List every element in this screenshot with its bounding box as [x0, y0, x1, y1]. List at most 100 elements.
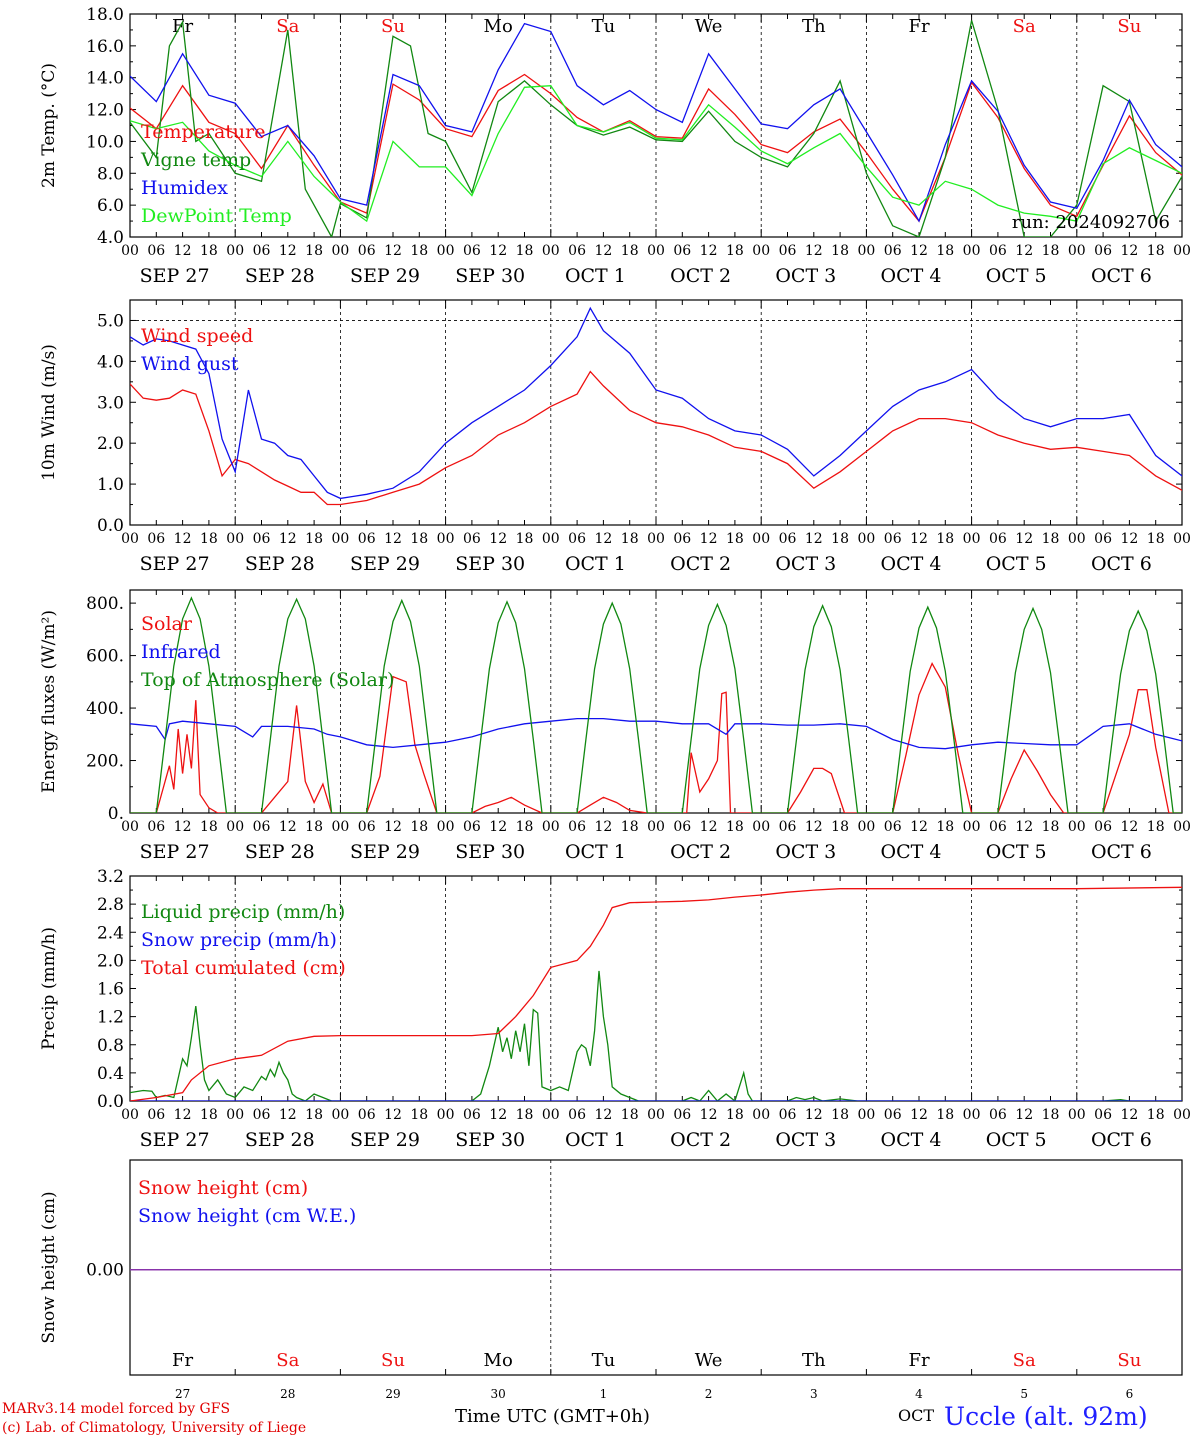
- hour-label: 12: [1120, 819, 1138, 835]
- series-line-liquid-precip-mm-h-: [130, 970, 1182, 1101]
- hour-label: 18: [305, 531, 323, 547]
- hour-label: 06: [673, 1107, 691, 1123]
- day-name: Su: [1117, 16, 1141, 37]
- hour-label: 18: [1042, 1107, 1060, 1123]
- plot-frame: [129, 299, 1183, 526]
- date-label: OCT 3: [775, 265, 836, 287]
- day-name: Tu: [592, 16, 616, 37]
- date-label: OCT 2: [670, 1129, 731, 1151]
- day-name: Tu: [592, 1350, 616, 1371]
- hour-label: 12: [594, 531, 612, 547]
- hour-label: 06: [147, 531, 165, 547]
- y-tick-label: 800.: [86, 594, 124, 614]
- y-tick-label: 12.0: [86, 101, 124, 121]
- hour-label: 18: [200, 819, 218, 835]
- hour-label: 12: [910, 1107, 928, 1123]
- day-name: Fr: [908, 16, 929, 37]
- y-tick-label: 16.0: [86, 37, 124, 57]
- y-tick-label: 2.0: [97, 951, 124, 971]
- hour-label: 06: [253, 243, 271, 259]
- hour-label: 06: [779, 1107, 797, 1123]
- date-label: SEP 30: [455, 1129, 525, 1151]
- hour-label: 00: [437, 819, 455, 835]
- day-number: 5: [1020, 1387, 1028, 1401]
- hour-label: 12: [594, 819, 612, 835]
- hour-label: 06: [1094, 243, 1112, 259]
- hour-label: 12: [489, 819, 507, 835]
- hour-label: 00: [542, 1107, 560, 1123]
- hour-label: 12: [700, 531, 718, 547]
- hour-label: 18: [726, 1107, 744, 1123]
- panel-wind: 0.0 1.0 2.0 3.0 4.0 5.0 10m Wind (m/s) 00 06 12 18…: [39, 299, 1191, 575]
- hour-label: 06: [358, 531, 376, 547]
- y-tick-label: 1.6: [97, 980, 124, 1000]
- hour-label: 12: [1120, 531, 1138, 547]
- date-label: OCT 5: [986, 841, 1047, 863]
- hour-label: 00: [331, 243, 349, 259]
- hour-label: 18: [831, 531, 849, 547]
- day-name: Fr: [908, 1350, 929, 1371]
- date-label: SEP 28: [245, 1129, 315, 1151]
- legend-entry: Wind gust: [141, 353, 239, 375]
- hour-label: 06: [463, 243, 481, 259]
- date-label: OCT 1: [565, 265, 626, 287]
- hour-label: 00: [857, 243, 875, 259]
- hour-label: 18: [305, 819, 323, 835]
- hour-label: 06: [884, 1107, 902, 1123]
- hour-label: 06: [779, 243, 797, 259]
- series-line-total-cumulated-cm-: [130, 886, 1182, 1101]
- y-tick-label: 0.00: [86, 1261, 124, 1281]
- hour-label: 12: [700, 1107, 718, 1123]
- hour-label: 12: [174, 819, 192, 835]
- hour-label: 00: [1173, 1107, 1191, 1123]
- date-label: SEP 29: [350, 841, 420, 863]
- hour-label: 00: [1173, 243, 1191, 259]
- hour-label: 06: [989, 243, 1007, 259]
- hour-label: 18: [621, 531, 639, 547]
- hour-label: 00: [647, 243, 665, 259]
- hour-label: 18: [1042, 243, 1060, 259]
- y-tick-label: 0.4: [97, 1064, 124, 1084]
- date-label: OCT 5: [986, 265, 1047, 287]
- hour-label: 06: [673, 819, 691, 835]
- legend-entry: Temperature: [141, 121, 265, 143]
- hour-label: 12: [279, 819, 297, 835]
- series-line-infrared: [130, 717, 1182, 750]
- hour-label: 06: [463, 1107, 481, 1123]
- hour-label: 00: [226, 819, 244, 835]
- hour-label: 06: [253, 819, 271, 835]
- y-tick-label: 2.4: [97, 923, 124, 943]
- day-number: 27: [175, 1387, 190, 1401]
- day-name: Su: [1117, 1350, 1141, 1371]
- panel-precip: 0.0 0.4 0.8 1.2 1.6 2.0 2.4 2.8 3.2 Precip (mm/h)…: [39, 867, 1191, 1151]
- hour-label: 06: [779, 531, 797, 547]
- hour-label: 06: [884, 243, 902, 259]
- series-line-top-of-atmosphere-solar-: [130, 596, 1182, 813]
- hour-label: 12: [805, 1107, 823, 1123]
- y-tick-label: 0.0: [97, 516, 124, 536]
- date-label: OCT 3: [775, 553, 836, 575]
- y-tick-label: 2.8: [97, 895, 124, 915]
- date-label: SEP 27: [140, 841, 210, 863]
- day-number: 28: [280, 1387, 295, 1401]
- legend-entry: Snow height (cm): [138, 1177, 308, 1199]
- legend-entry: Vigne temp: [140, 149, 251, 171]
- hour-label: 12: [1120, 243, 1138, 259]
- legend-entry: Humidex: [141, 177, 228, 199]
- hour-label: 06: [358, 1107, 376, 1123]
- hour-label: 00: [752, 531, 770, 547]
- hour-label: 18: [831, 1107, 849, 1123]
- day-name: Th: [802, 1350, 826, 1371]
- hour-label: 00: [121, 819, 139, 835]
- hour-label: 12: [1015, 1107, 1033, 1123]
- day-name: Sa: [1013, 1350, 1036, 1371]
- hour-label: 06: [147, 1107, 165, 1123]
- date-label: OCT 4: [881, 265, 942, 287]
- hour-label: 00: [226, 243, 244, 259]
- hour-label: 12: [384, 531, 402, 547]
- hour-label: 00: [542, 243, 560, 259]
- hour-label: 12: [279, 243, 297, 259]
- hour-label: 00: [752, 819, 770, 835]
- hour-label: 06: [568, 1107, 586, 1123]
